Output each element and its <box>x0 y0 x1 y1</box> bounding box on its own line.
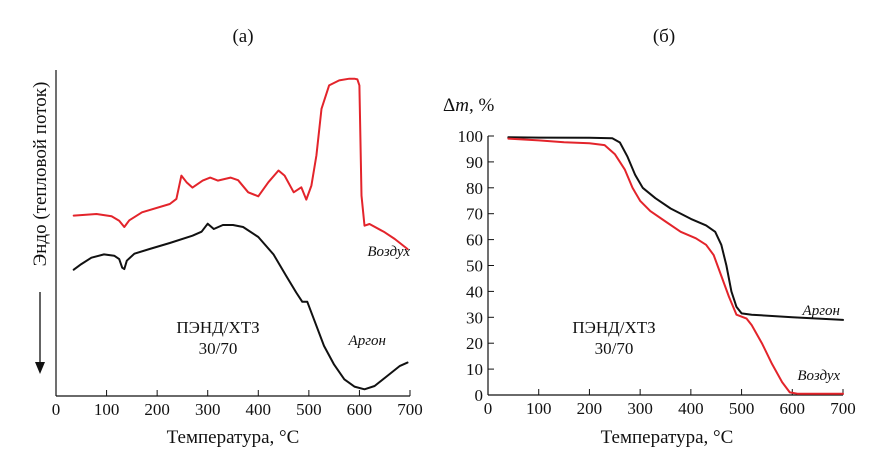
panel-a-endo-arrow <box>35 292 45 374</box>
panel-b-y-tick-label: 10 <box>466 360 483 379</box>
panel-b-series-argon <box>507 136 844 321</box>
panel-a-x-tick-label: 300 <box>195 400 221 419</box>
panel-a-x-tick-label: 700 <box>397 400 423 419</box>
panel-a-x-tick-label: 600 <box>347 400 373 419</box>
panel-a-series <box>72 77 409 391</box>
panel-a-annotation-line-1: ПЭНД/ХТЗ <box>176 318 259 337</box>
panel-b-label-air: Воздух <box>797 368 840 384</box>
panel-a-series-argon <box>72 222 409 391</box>
panel-b-tga-chart: (б) 0 100 200 300 400 500 600 700 0 10 20 30 40 50 60 7… <box>443 26 856 448</box>
panel-a-dsc-chart: (а) 0 100 200 300 400 500 600 700 Воздух Аргон … <box>30 26 423 448</box>
panel-b-y-tick-label: 50 <box>466 257 483 276</box>
panel-b-x-tick-label: 600 <box>780 399 806 418</box>
panel-a-y-axis-title: Эндо (тепловой поток) <box>30 82 51 267</box>
panel-b-x-axis-title: Температура, °С <box>601 427 734 448</box>
panel-b-y-axis-title-suffix: , % <box>469 95 495 116</box>
panel-a-x-tick-label: 200 <box>144 400 170 419</box>
panel-b-y-tick-label: 100 <box>458 127 484 146</box>
panel-b-y-tick-label: 0 <box>475 386 484 405</box>
panel-b-x-tick-label: 200 <box>577 399 603 418</box>
panel-b-y-tick-label: 30 <box>466 308 483 327</box>
panel-b-series-air <box>507 137 844 395</box>
panel-b-x-tick-label: 100 <box>526 399 552 418</box>
panel-a-x-tick-label: 0 <box>52 400 61 419</box>
panel-a-x-tick-label: 500 <box>296 400 322 419</box>
panel-a-series-air <box>72 77 409 250</box>
panel-a-axes: 0 100 200 300 400 500 600 700 <box>52 70 423 419</box>
panel-b-y-axis-title: Δm, % <box>443 95 494 116</box>
panel-a-label-air: Воздух <box>367 244 410 260</box>
panel-b-annotation-line-1: ПЭНД/ХТЗ <box>572 318 655 337</box>
panel-b-x-tick-label: 500 <box>729 399 755 418</box>
panel-b-x-tick-label: 400 <box>678 399 704 418</box>
panel-a-x-axis-title: Температура, °С <box>167 427 300 448</box>
panel-b-x-tick-label: 300 <box>627 399 653 418</box>
panel-b-y-tick-label: 70 <box>466 205 483 224</box>
panel-b-y-tick-label: 90 <box>466 153 483 172</box>
panel-b-y-axis-title-variable: m <box>455 95 469 116</box>
panel-a-x-tick-label: 400 <box>246 400 272 419</box>
panel-b-x-tick-label: 0 <box>484 399 493 418</box>
panel-b-y-tick-label: 60 <box>466 231 483 250</box>
panel-b-axes: 0 100 200 300 400 500 600 700 0 10 20 30 40 50 60 70 80 9… <box>458 127 856 418</box>
panel-b-label-argon: Аргон <box>802 303 840 319</box>
panel-a-label-argon: Аргон <box>348 333 386 349</box>
panel-b-series <box>507 136 844 395</box>
panel-a-label: (а) <box>232 26 253 47</box>
panel-a-annotation-line-2: 30/70 <box>199 339 238 358</box>
panel-b-label: (б) <box>653 26 675 47</box>
panel-a-x-tick-label: 100 <box>94 400 120 419</box>
panel-b-y-tick-label: 20 <box>466 334 483 353</box>
panel-b-y-tick-label: 40 <box>466 282 483 301</box>
panel-b-y-axis-title-prefix: Δ <box>443 95 455 116</box>
panel-b-y-tick-label: 80 <box>466 179 483 198</box>
panel-b-x-tick-label: 700 <box>830 399 856 418</box>
panel-b-annotation-line-2: 30/70 <box>595 339 634 358</box>
